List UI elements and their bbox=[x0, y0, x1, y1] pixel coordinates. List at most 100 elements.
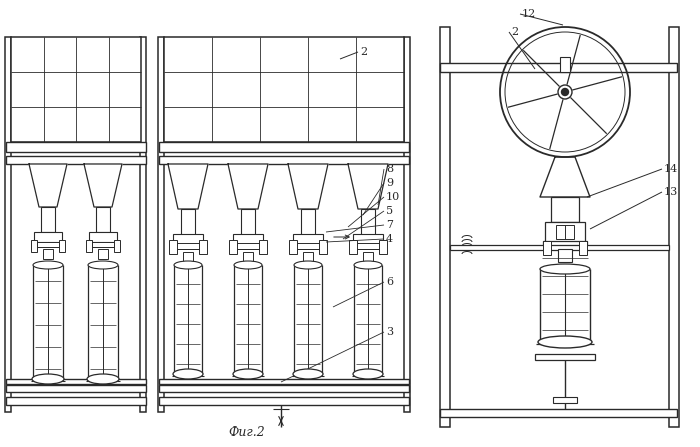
Ellipse shape bbox=[540, 264, 590, 274]
Polygon shape bbox=[228, 164, 268, 209]
Bar bbox=[159, 142, 409, 152]
Bar bbox=[59, 240, 65, 252]
Bar bbox=[5, 37, 11, 412]
Ellipse shape bbox=[294, 261, 322, 269]
Ellipse shape bbox=[33, 261, 63, 269]
Bar bbox=[319, 240, 327, 254]
Bar bbox=[553, 397, 577, 403]
Text: 9: 9 bbox=[386, 178, 393, 188]
Bar bbox=[6, 397, 146, 405]
Polygon shape bbox=[348, 164, 388, 209]
Ellipse shape bbox=[293, 369, 323, 379]
Bar bbox=[363, 252, 373, 261]
Bar bbox=[543, 241, 551, 255]
Circle shape bbox=[561, 89, 568, 96]
Bar bbox=[173, 234, 203, 244]
Ellipse shape bbox=[353, 369, 383, 379]
Bar bbox=[556, 225, 574, 239]
Bar bbox=[183, 252, 193, 261]
Bar bbox=[159, 379, 409, 384]
Bar bbox=[164, 37, 404, 142]
Ellipse shape bbox=[233, 369, 263, 379]
Ellipse shape bbox=[354, 261, 382, 269]
Text: 3: 3 bbox=[386, 327, 393, 337]
Bar bbox=[303, 252, 313, 261]
Bar bbox=[535, 354, 595, 360]
Text: Фиг.2: Фиг.2 bbox=[229, 426, 265, 439]
Bar bbox=[43, 249, 53, 259]
Bar bbox=[233, 234, 263, 244]
Text: 6: 6 bbox=[386, 277, 393, 287]
Bar bbox=[158, 37, 164, 412]
Bar bbox=[349, 240, 357, 254]
Bar bbox=[404, 37, 410, 412]
Bar bbox=[159, 385, 409, 392]
Bar bbox=[356, 243, 380, 249]
Bar bbox=[11, 37, 141, 142]
Ellipse shape bbox=[88, 261, 118, 269]
Ellipse shape bbox=[174, 261, 202, 269]
Bar bbox=[92, 242, 114, 247]
Text: 2: 2 bbox=[360, 47, 367, 57]
Bar bbox=[450, 245, 669, 250]
Bar bbox=[6, 385, 146, 392]
Bar bbox=[140, 37, 146, 412]
Bar bbox=[159, 156, 409, 164]
Bar bbox=[560, 57, 570, 72]
Polygon shape bbox=[29, 164, 67, 207]
Bar bbox=[361, 209, 375, 235]
Bar bbox=[293, 234, 323, 244]
Bar bbox=[236, 243, 260, 249]
Text: 4: 4 bbox=[386, 234, 393, 244]
Ellipse shape bbox=[87, 374, 119, 384]
Bar bbox=[353, 234, 383, 244]
Bar bbox=[169, 240, 177, 254]
Bar bbox=[301, 209, 315, 235]
Bar bbox=[379, 240, 387, 254]
Bar bbox=[199, 240, 207, 254]
Bar bbox=[243, 252, 253, 261]
Bar bbox=[96, 207, 110, 232]
Bar bbox=[241, 209, 255, 235]
Bar bbox=[6, 156, 146, 164]
Ellipse shape bbox=[173, 369, 203, 379]
Bar bbox=[543, 241, 587, 247]
Polygon shape bbox=[540, 157, 590, 197]
Bar bbox=[229, 240, 237, 254]
Bar bbox=[37, 242, 59, 247]
Bar bbox=[41, 207, 55, 232]
Polygon shape bbox=[84, 164, 122, 207]
Bar bbox=[558, 249, 572, 262]
Bar bbox=[98, 249, 108, 259]
Bar bbox=[440, 63, 677, 72]
Text: 8: 8 bbox=[386, 164, 393, 174]
Ellipse shape bbox=[538, 336, 592, 348]
Bar bbox=[440, 409, 677, 417]
Text: 10: 10 bbox=[386, 192, 400, 202]
Bar bbox=[114, 240, 120, 252]
Bar bbox=[159, 397, 409, 405]
Bar bbox=[176, 243, 200, 249]
Text: 13: 13 bbox=[664, 187, 678, 197]
Bar bbox=[181, 209, 195, 235]
Ellipse shape bbox=[234, 261, 262, 269]
Bar bbox=[31, 240, 37, 252]
Bar bbox=[259, 240, 267, 254]
Bar bbox=[6, 379, 146, 384]
Text: 2: 2 bbox=[511, 27, 518, 37]
Bar bbox=[296, 243, 320, 249]
Text: 7: 7 bbox=[386, 220, 393, 230]
Bar bbox=[551, 197, 579, 222]
Bar bbox=[289, 240, 297, 254]
Text: 14: 14 bbox=[664, 164, 678, 174]
Polygon shape bbox=[168, 164, 208, 209]
Bar bbox=[6, 142, 146, 152]
Bar bbox=[89, 232, 117, 242]
Circle shape bbox=[558, 85, 572, 99]
Ellipse shape bbox=[32, 374, 64, 384]
Polygon shape bbox=[288, 164, 328, 209]
Bar bbox=[86, 240, 92, 252]
Bar bbox=[669, 27, 679, 427]
Bar bbox=[440, 27, 450, 427]
Bar bbox=[579, 241, 587, 255]
